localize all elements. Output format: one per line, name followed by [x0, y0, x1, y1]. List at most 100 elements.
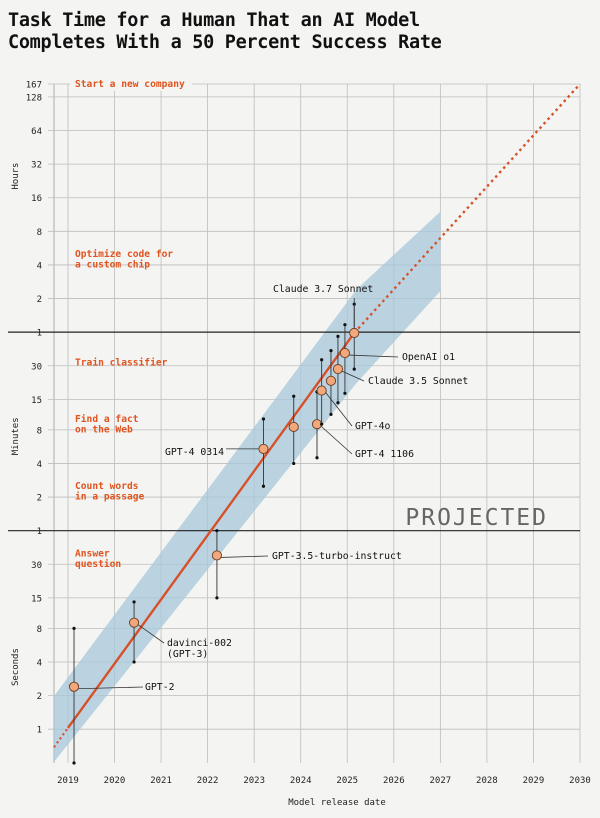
- y-tick-label: 1: [37, 726, 42, 736]
- model-point: [68, 681, 80, 692]
- y-tick-label: 15: [31, 396, 42, 406]
- y-group-label: Minutes: [11, 417, 21, 455]
- error-bar-cap: [320, 358, 324, 362]
- error-bar-cap: [132, 600, 136, 604]
- model-label: GPT-4o: [355, 421, 390, 432]
- y-tick-label: 2: [37, 692, 42, 702]
- y-tick-label: 16: [31, 194, 42, 204]
- y-tick-label: 4: [37, 261, 42, 271]
- trend-lines: [53, 83, 581, 748]
- model-label: davinci-002 (GPT-3): [167, 638, 232, 660]
- error-bar-cap: [320, 422, 324, 426]
- x-tick-label: 2026: [383, 776, 405, 786]
- y-group-dividers: [8, 331, 580, 532]
- error-bar-cap: [132, 660, 136, 664]
- x-tick-label: 2019: [57, 776, 79, 786]
- error-bar-cap: [336, 401, 340, 405]
- task-example-label: Answer question: [75, 548, 121, 570]
- y-tick-label: 1: [37, 527, 42, 537]
- model-label: GPT-4 0314: [165, 447, 224, 458]
- x-tick-label: 2022: [197, 776, 219, 786]
- y-tick-label: 8: [37, 625, 42, 635]
- y-tick-label: 167: [26, 81, 42, 91]
- task-example-label: Count words in a passage: [75, 481, 145, 503]
- y-tick-label: 2: [37, 494, 42, 504]
- error-bar-cap: [315, 456, 319, 460]
- y-group-label: Seconds: [11, 648, 21, 686]
- error-bar-cap: [329, 349, 333, 353]
- projected-label: PROJECTED: [405, 505, 548, 531]
- error-bar-cap: [72, 761, 76, 765]
- y-tick-label: 8: [37, 228, 42, 238]
- leader-line: [348, 354, 399, 358]
- model-label: GPT-3.5-turbo-instruct: [272, 551, 402, 562]
- leader-line: [320, 425, 353, 455]
- y-tick-label: 30: [31, 362, 42, 372]
- leader-line: [325, 392, 353, 427]
- model-label: Claude 3.5 Sonnet: [368, 376, 468, 387]
- x-tick-label: 2021: [150, 776, 172, 786]
- task-example-label: Train classifier: [75, 357, 168, 369]
- x-tick-label: 2025: [336, 776, 358, 786]
- y-tick-label: 32: [31, 161, 42, 171]
- trend-extension-dotted: [53, 727, 69, 748]
- leader-line: [220, 555, 269, 558]
- x-tick-label: 2023: [243, 776, 265, 786]
- grid-lines: [48, 83, 581, 763]
- y-tick-label: 4: [37, 658, 42, 668]
- x-axis-label: Model release date: [288, 798, 386, 808]
- model-point: [258, 443, 269, 454]
- model-point: [288, 421, 299, 432]
- error-bar-cap: [343, 391, 347, 395]
- y-tick-label: 64: [31, 127, 42, 137]
- model-label: GPT-2: [145, 682, 175, 693]
- task-example-label: Start a new company: [75, 79, 185, 90]
- error-bar-cap: [292, 461, 296, 466]
- y-tick-label: 4: [37, 460, 42, 470]
- model-point: [339, 347, 350, 359]
- projection-line: [353, 83, 581, 334]
- x-tick-label: 2028: [476, 776, 498, 786]
- y-tick-label: 128: [26, 93, 42, 103]
- y-group-label: Hours: [11, 163, 21, 190]
- task-example-label: Optimize code for a custom chip: [75, 248, 173, 271]
- error-bar-cap: [261, 484, 266, 488]
- x-tick-label: 2024: [290, 776, 312, 786]
- model-point: [325, 375, 337, 386]
- model-point: [211, 550, 222, 561]
- y-tick-label: 2: [37, 295, 42, 305]
- error-bar-cap: [292, 394, 296, 398]
- y-tick-label: 1: [37, 329, 42, 339]
- error-bar-cap: [352, 367, 356, 371]
- leader-line: [137, 624, 165, 644]
- model-label: Claude 3.7 Sonnet: [273, 284, 373, 295]
- x-tick-label: 2027: [430, 776, 452, 786]
- model-label: OpenAI o1: [402, 352, 455, 363]
- error-bar-cap: [343, 323, 347, 327]
- y-tick-label: 15: [31, 594, 42, 604]
- leader-line: [341, 370, 365, 382]
- error-bar-cap: [261, 417, 266, 421]
- error-bar-cap: [72, 626, 76, 630]
- error-bar-cap: [329, 412, 333, 417]
- x-tick-label: 2030: [569, 776, 591, 786]
- error-bar-cap: [215, 596, 219, 600]
- leader-line: [78, 686, 144, 690]
- model-point: [316, 385, 327, 396]
- error-bar-cap: [336, 334, 340, 338]
- model-label: GPT-4 1106: [355, 449, 414, 460]
- x-tick-label: 2029: [523, 776, 545, 786]
- y-tick-label: 8: [37, 426, 42, 436]
- y-tick-label: 30: [31, 561, 42, 571]
- error-bar-cap: [215, 529, 219, 533]
- chart-title: Task Time for a Human That an AI Model C…: [8, 10, 442, 53]
- trend-line: [66, 332, 356, 729]
- model-point: [349, 327, 360, 339]
- x-tick-label: 2020: [104, 776, 126, 786]
- model-point: [129, 617, 140, 628]
- model-point: [332, 364, 343, 375]
- chart-labels: 2019 2020 2021 2022 2023 2024 2025 2026 2027 2028…: [11, 77, 591, 808]
- task-label-bg: [70, 77, 192, 91]
- task-example-label: Find a fact on the Web: [75, 413, 139, 436]
